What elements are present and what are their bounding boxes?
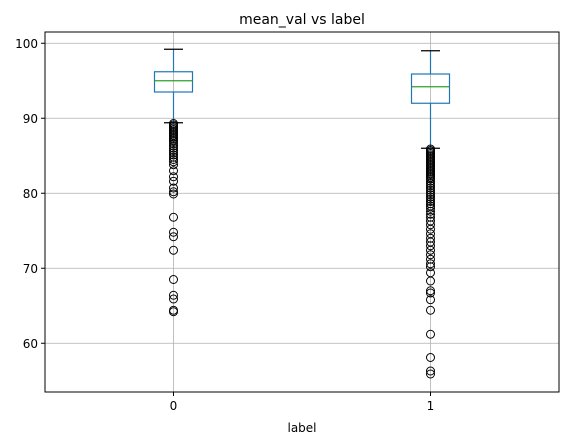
outlier-point [169,150,178,160]
outlier-point [426,241,435,251]
outlier-point [169,275,178,284]
outlier-point [169,307,178,317]
outlier-point [426,259,435,269]
y-tick-label: 70 [23,262,38,276]
outlier-point [169,294,178,304]
outlier-point [169,232,178,242]
iqr-box [410,73,451,104]
outlier-point [169,176,178,186]
x-tick-label: 0 [170,399,178,413]
outlier-point [426,185,435,195]
x-axis-label: label [287,421,316,435]
outlier-point [426,190,435,200]
outlier-point [169,137,178,146]
grid-lines [45,32,559,392]
outlier-point [426,220,435,230]
x-tick-label: 1 [427,399,435,413]
y-tick-label: 100 [15,37,38,51]
outlier-point [426,288,435,298]
y-tick-label: 60 [23,337,38,351]
outlier-point [169,172,178,182]
outlier-point [426,366,435,376]
outlier-point [426,276,435,286]
axis-ticks: 60 70 80 90 100 0 1 [15,37,434,413]
outlier-point [426,181,435,191]
outlier-point [169,139,178,149]
outlier-point [426,245,435,255]
outlier-point [426,295,435,305]
outlier-point [426,305,435,315]
outlier-point [426,224,435,234]
outlier-point [169,148,178,158]
box-plots [153,48,451,379]
outlier-point [426,176,435,186]
outlier-point [169,146,178,155]
outlier-point [426,250,435,260]
outlier-point [169,245,178,255]
outlier-point [426,262,435,272]
outlier-point [426,286,435,296]
y-tick-label: 90 [23,112,38,126]
outlier-point [169,143,178,153]
outlier-point [426,188,435,197]
outlier-point [426,369,435,379]
outlier-point [426,206,435,216]
outlier-point [169,166,178,176]
outlier-point [426,174,435,184]
outlier-point [426,329,435,339]
outlier-point [169,290,178,300]
box-group-1 [410,50,451,379]
outlier-point [426,197,435,206]
outlier-point [169,212,178,222]
chart-title: mean_val vs label [239,12,365,28]
outlier-point [426,183,435,193]
outlier-point [169,189,178,199]
outlier-point [426,209,435,219]
outlier-point [426,203,435,213]
outlier-point [426,353,435,362]
y-tick-label: 80 [23,187,38,201]
outlier-point [169,183,178,193]
box-group-0 [153,48,194,317]
plot-area-frame [44,31,560,393]
outlier-point [169,160,178,170]
outlier-point [169,187,178,197]
outlier-point [426,192,435,202]
outlier-point [426,194,435,204]
outlier-point [169,157,178,167]
outlier-point [426,179,435,188]
outlier-point [169,141,178,151]
outlier-point [169,155,178,164]
outlier-point [169,227,178,237]
iqr-box [153,71,194,93]
